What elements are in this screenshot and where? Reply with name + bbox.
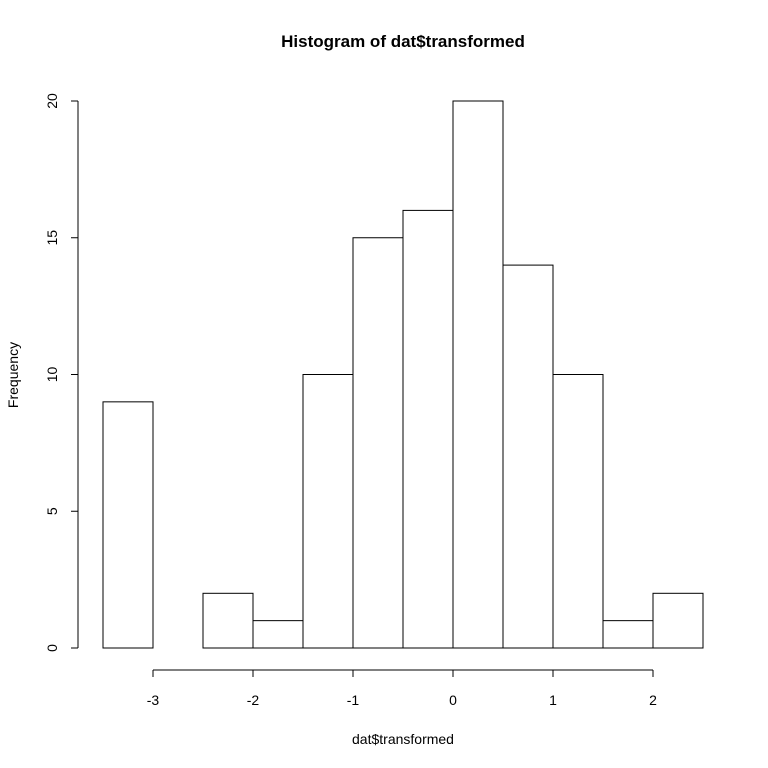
bars-group bbox=[102, 100, 704, 649]
y-axis: 0 5 10 15 20 bbox=[44, 93, 79, 652]
x-tick-label: -3 bbox=[147, 692, 160, 708]
x-tick-label: 1 bbox=[549, 692, 557, 708]
histogram-bar bbox=[552, 374, 604, 649]
y-tick-label: 0 bbox=[44, 644, 60, 652]
x-tick-label: 2 bbox=[649, 692, 657, 708]
histogram-bar bbox=[252, 620, 304, 649]
x-tick-label: -2 bbox=[247, 692, 260, 708]
histogram-bar bbox=[102, 401, 154, 649]
x-tick-label: 0 bbox=[449, 692, 457, 708]
y-tick-label: 5 bbox=[44, 507, 60, 515]
histogram-bar bbox=[502, 264, 554, 649]
histogram-bar bbox=[602, 620, 654, 649]
y-tick-label: 20 bbox=[44, 93, 60, 109]
x-axis: -3 -2 -1 0 1 2 bbox=[147, 669, 657, 708]
x-tick-label: -1 bbox=[347, 692, 360, 708]
chart-title: Histogram of dat$transformed bbox=[281, 32, 525, 51]
histogram-bar bbox=[352, 237, 404, 649]
y-tick-label: 15 bbox=[44, 230, 60, 246]
histogram-bar bbox=[202, 592, 254, 649]
y-axis-label: Frequency bbox=[5, 342, 21, 408]
histogram-bar bbox=[302, 374, 354, 649]
y-tick-label: 10 bbox=[44, 367, 60, 383]
histogram-bar bbox=[452, 100, 504, 649]
histogram-bar bbox=[402, 209, 454, 649]
x-axis-label: dat$transformed bbox=[352, 731, 454, 747]
histogram-bar bbox=[652, 592, 704, 649]
